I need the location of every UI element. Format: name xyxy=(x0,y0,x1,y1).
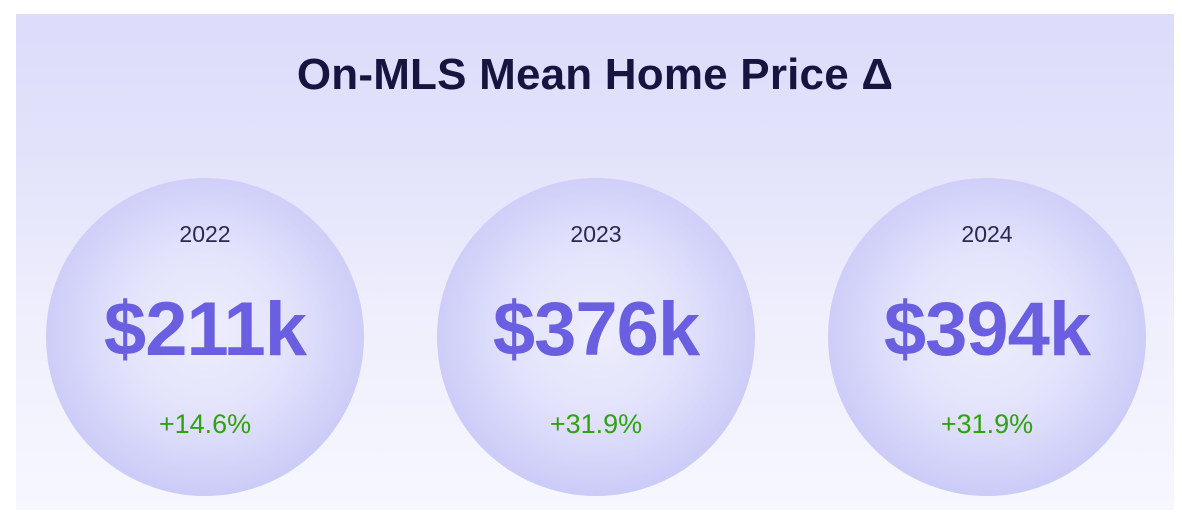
stat-year: 2023 xyxy=(570,221,622,247)
stat-change: +31.9% xyxy=(940,409,1034,439)
stat-year: 2022 xyxy=(179,221,231,247)
stat-circle-2024: 2024 $394k +31.9% xyxy=(828,178,1146,496)
page-title: On-MLS Mean Home Price Δ xyxy=(296,50,894,99)
stat-price: $394k xyxy=(883,287,1091,372)
stat-change: +31.9% xyxy=(549,409,643,439)
stat-price: $376k xyxy=(492,287,700,372)
stat-change: +14.6% xyxy=(158,409,252,439)
stat-price: $211k xyxy=(103,287,307,372)
stat-year: 2024 xyxy=(961,221,1013,247)
price-delta-panel: On-MLS Mean Home Price Δ 2022 $211k +14.… xyxy=(16,14,1174,510)
stat-circle-2023: 2023 $376k +31.9% xyxy=(437,178,755,496)
stat-circle-2022: 2022 $211k +14.6% xyxy=(46,178,364,496)
